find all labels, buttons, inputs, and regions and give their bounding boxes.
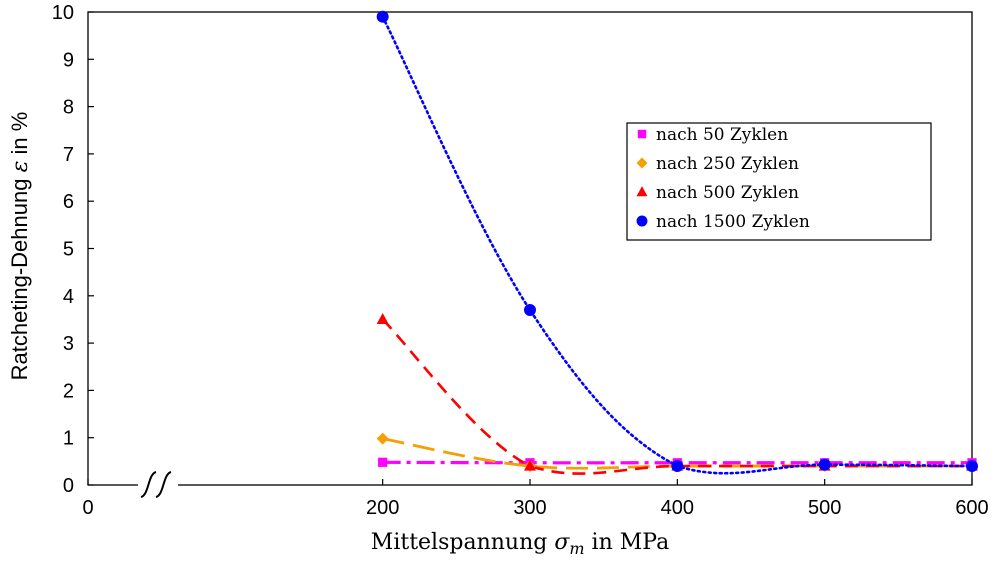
data-point-series-3 [524,459,536,471]
legend-box [626,122,932,241]
series-line-3 [381,318,972,475]
x-tick-label: 600 [955,497,988,519]
series-lines-layer [381,15,974,475]
data-point-series-4 [524,304,536,316]
x-tick-label: 0 [82,497,93,519]
x-axis-title-prefix: Mittelspannung [371,530,555,555]
data-point-series-4 [376,10,389,23]
y-tick-label: 9 [63,49,74,71]
x-axis-title-symbol: σ [554,530,570,555]
y-tick-label: 7 [63,144,74,166]
legend-label-2: nach 250 Zyklen [656,154,799,174]
series-markers-layer [376,10,978,473]
x-axis-title: Mittelspannung σm in MPa [371,530,669,557]
data-point-series-4 [966,460,978,473]
data-point-series-3 [376,313,389,325]
data-point-series-2 [376,432,389,445]
legend-label-1: nach 50 Zyklen [656,125,788,145]
y-tick-label: 4 [63,286,74,308]
x-tick-label: 500 [808,497,841,519]
legend-marker-3 [636,186,648,197]
y-tick-label: 1 [63,428,74,450]
y-axis-title-symbol: ε [8,161,33,173]
series-line-4 [381,15,974,475]
axis-break-stroke [140,471,157,498]
x-tick-label: 400 [661,497,694,519]
y-tick-label: 5 [63,239,74,261]
series-line-1 [382,460,972,465]
y-axis-title-prefix: Ratcheting-Dehnung [7,172,32,380]
plot-frame [87,11,973,486]
y-axis-title-suffix: in % [7,112,32,161]
y-tick-label: 0 [63,475,74,497]
y-tick-label: 10 [52,2,74,24]
y-axis-title: Ratcheting-Dehnung ε in % [7,112,33,381]
x-tick-label: 200 [366,497,399,519]
legend-marker-1 [637,129,647,139]
legend: nach 50 Zyklen nach 250 Zyklen nach 500 Zy… [626,122,932,241]
y-tick-label: 3 [63,333,74,355]
x-axis-title-subscript: m [569,539,584,557]
axis-break-stroke [155,471,172,498]
legend-marker-4 [636,215,648,227]
data-point-series-4 [818,458,831,471]
x-tick-label: 300 [513,497,546,519]
data-point-series-4 [671,460,684,473]
y-tick-label: 2 [63,380,74,402]
legend-label-3: nach 500 Zyklen [656,183,799,203]
legend-marker-2 [636,157,648,169]
y-tick-label: 6 [63,191,74,213]
legend-label-4: nach 1500 Zyklen [656,212,810,232]
y-tick-label: 8 [63,97,74,119]
x-axis-title-suffix: in MPa [585,530,670,555]
data-point-series-1 [378,457,388,467]
